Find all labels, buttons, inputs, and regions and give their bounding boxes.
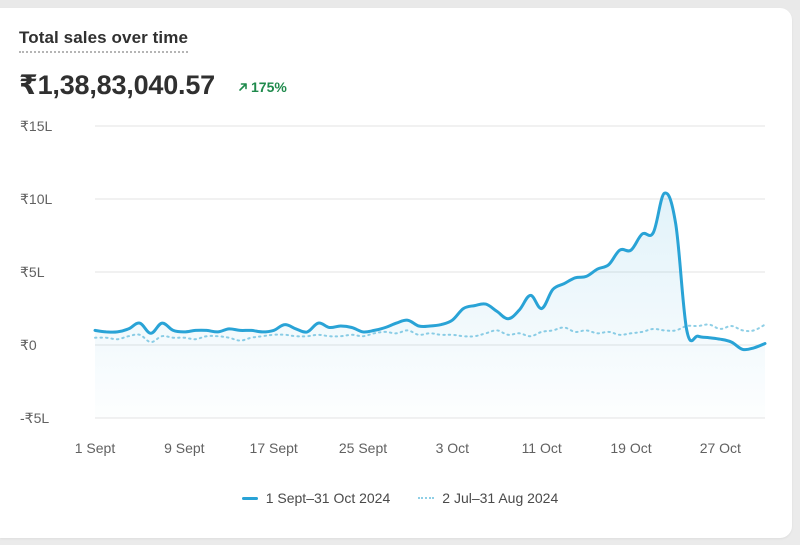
x-tick-label: 17 Sept [250,440,298,456]
x-tick-label: 27 Oct [700,440,741,456]
y-axis-labels: ₹15L ₹10L ₹5L ₹0 -₹5L [20,118,52,426]
top-strip [0,0,800,10]
x-axis-labels: 1 Sept 9 Sept 17 Sept 25 Sept 3 Oct 11 Oct 19 … [75,440,741,456]
legend-swatch-solid [241,496,258,500]
series-line-0 [93,191,767,352]
total-sales-value: ₹1,38,83,040.57 [19,70,215,100]
series-area-0 [95,192,765,418]
chart-legend: 1 Sept–31 Oct 2024 2 Jul–31 Aug 2024 [0,490,800,506]
arrow-up-right-icon [239,83,247,91]
x-tick-label: 25 Sept [339,440,387,456]
legend-item-previous[interactable]: 2 Jul–31 Aug 2024 [418,490,558,506]
card-title[interactable]: Total sales over time [19,28,189,53]
y-tick-label: ₹15L [20,118,52,134]
x-tick-label: 19 Oct [610,440,651,456]
legend-label-previous: 2 Jul–31 Aug 2024 [442,490,559,506]
x-tick-label: 1 Sept [75,440,116,456]
x-tick-label: 11 Oct [522,440,562,456]
legend-swatch-dotted [418,497,435,499]
y-tick-label: ₹5L [20,264,45,280]
legend-item-current[interactable]: 1 Sept–31 Oct 2024 [241,490,391,506]
y-tick-label: ₹0 [20,337,37,353]
x-tick-label: 3 Oct [436,440,470,456]
change-percent: 175% [251,79,287,95]
series-lines [93,191,767,418]
x-tick-label: 9 Sept [164,440,205,456]
change-badge: 175% [238,79,287,95]
legend-label-current: 1 Sept–31 Oct 2024 [265,490,391,506]
y-tick-label: -₹5L [20,410,49,426]
y-tick-label: ₹10L [20,191,52,207]
sales-card: Total sales over time ₹1,38,83,040.57 17… [0,8,792,538]
